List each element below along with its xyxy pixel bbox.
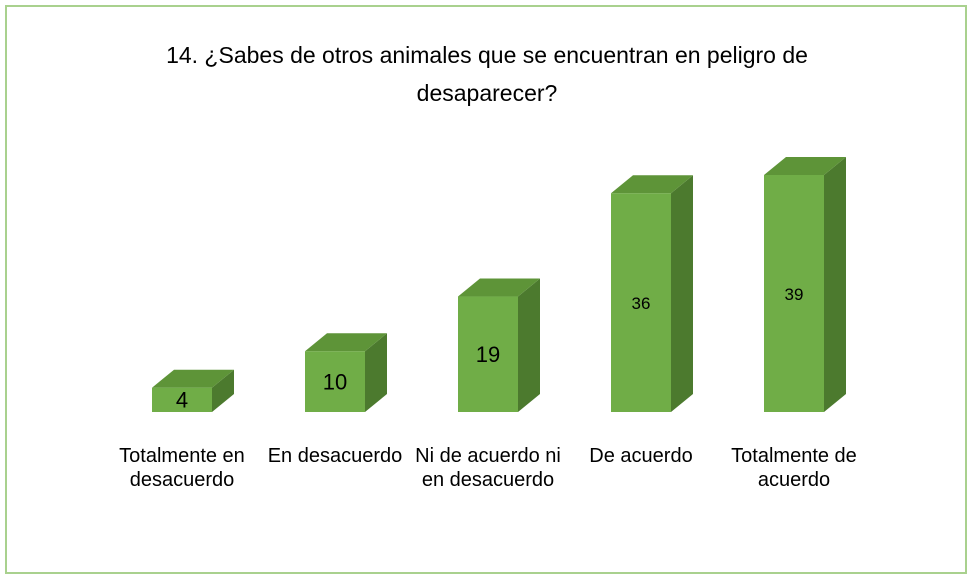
bar-top (764, 157, 846, 175)
x-tick-label: De acuerdo (589, 445, 693, 467)
bar (152, 387, 212, 412)
data-label: 19 (476, 342, 500, 367)
bar-side (365, 333, 387, 412)
bar-side (824, 157, 846, 412)
bar (305, 351, 365, 412)
chart-title: 14. ¿Sabes de otros animales que se encu… (166, 42, 808, 106)
bar (458, 296, 518, 412)
bar-side (212, 369, 234, 412)
data-label: 39 (785, 285, 804, 304)
bar (611, 193, 671, 412)
bar-side (518, 278, 540, 412)
data-label: 10 (323, 369, 347, 394)
x-tick-label: Totalmente de acuerdo (731, 445, 857, 491)
bar-top (611, 175, 693, 194)
bar-top (458, 278, 540, 297)
chart-border (5, 5, 967, 574)
bar-top (305, 333, 387, 352)
bar-side (671, 175, 693, 412)
bar-top (152, 369, 234, 388)
x-tick-label: En desacuerdo (267, 445, 403, 467)
data-label: 36 (632, 294, 651, 313)
bar (764, 175, 824, 412)
data-label: 4 (176, 388, 188, 413)
x-tick-label: Totalmente en desacuerdo (119, 445, 245, 491)
x-tick-label: Ni de acuerdo ni en desacuerdo (415, 445, 561, 491)
